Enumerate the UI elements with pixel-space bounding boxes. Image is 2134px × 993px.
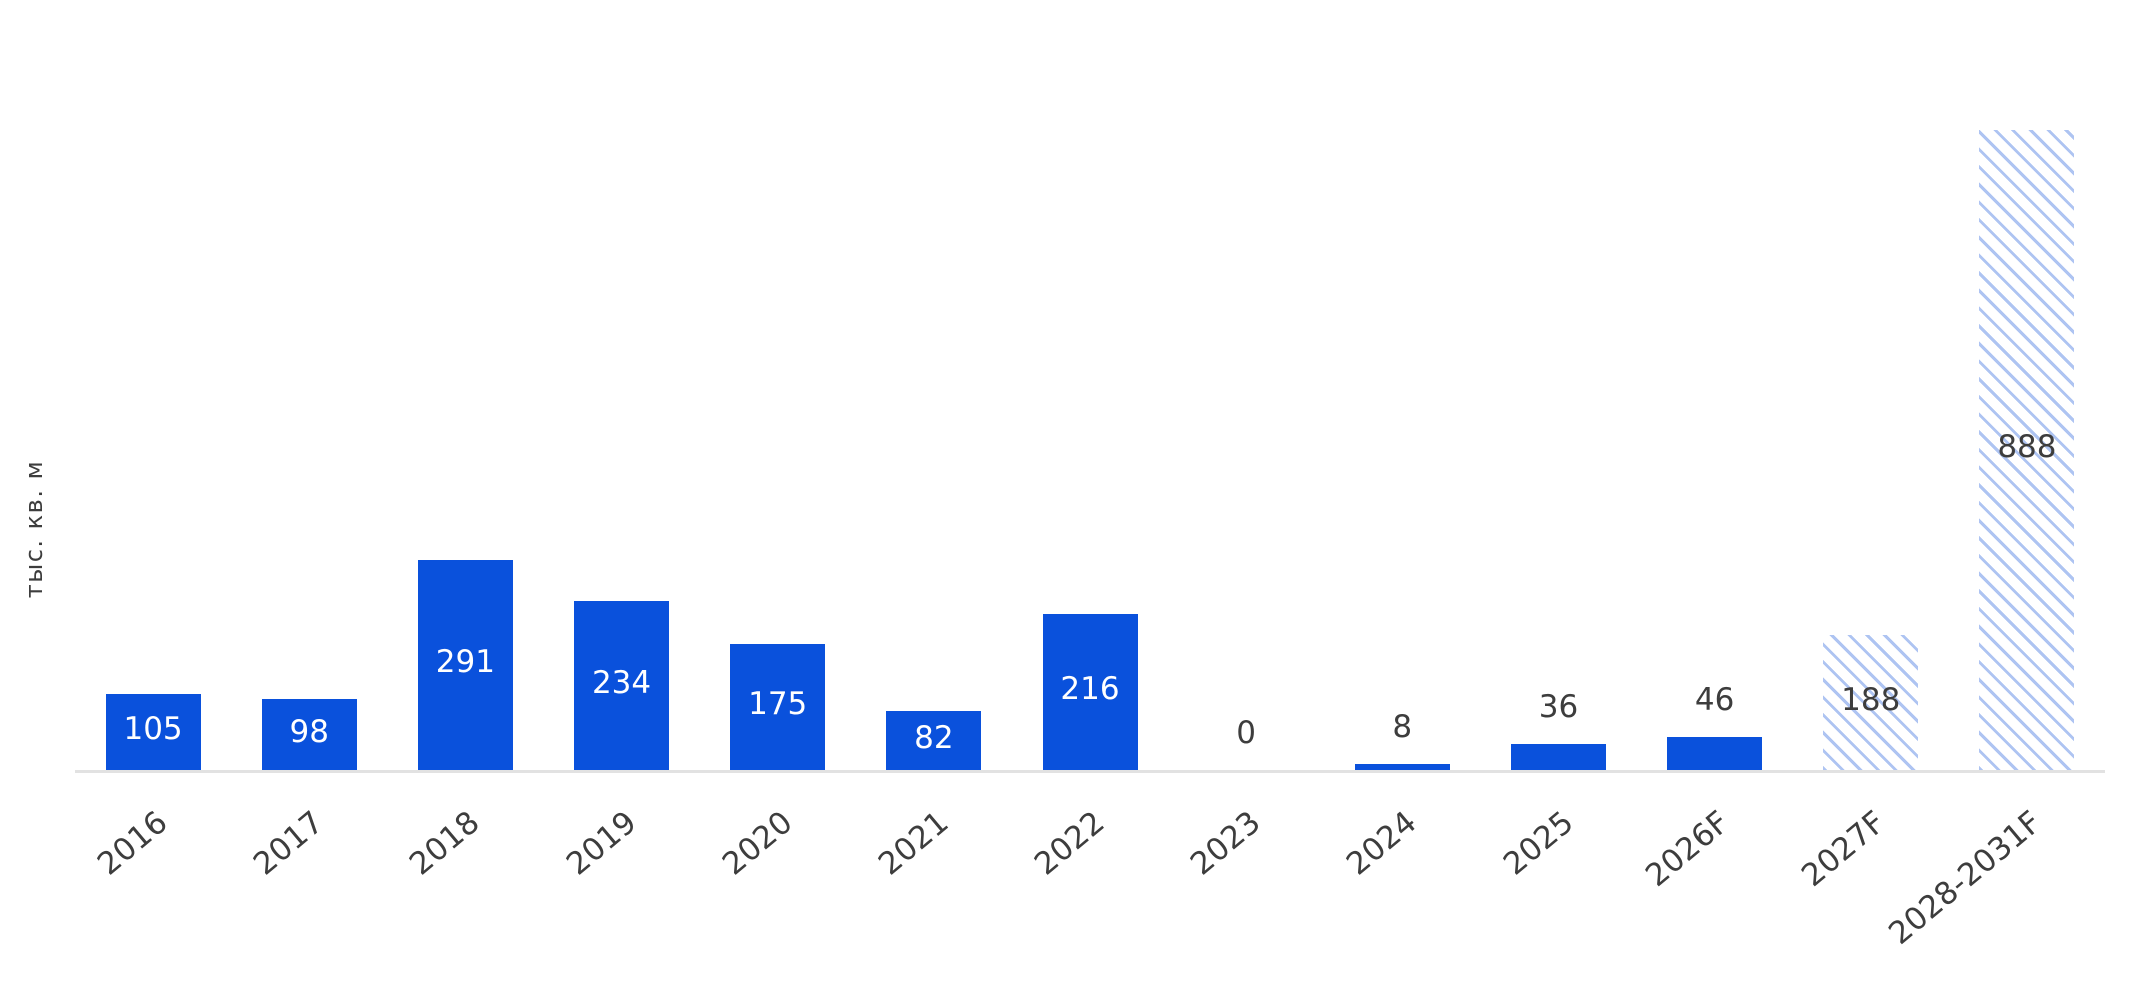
x-tick-label-2017: 2017 [247,804,331,883]
bar-value-label-2027F: 188 [1841,681,1901,718]
x-tick-label-2022: 2022 [1027,804,1112,883]
bar-2022 [1042,614,1138,770]
x-tick-label-2021: 2021 [871,804,956,883]
bar-2016 [105,694,201,770]
bar-value-label-2017: 98 [289,713,329,750]
bar-value-label-2021: 82 [914,719,954,756]
bar-value-label-2023: 0 [1236,715,1257,751]
bar-value-label-2020: 175 [748,686,808,722]
x-tick-label-2020: 2020 [715,804,800,883]
x-tick-label-2024: 2024 [1340,804,1424,883]
x-axis-line [75,770,2105,773]
bar-value-label-2024: 8 [1392,709,1413,745]
bar-value-label-2016: 105 [123,711,183,747]
x-tick-label-2028-2031F: 2028-2031F [1882,804,2049,952]
x-tick-label-2016: 2016 [91,804,175,883]
bar-2024 [1354,764,1450,770]
x-tick-label-2023: 2023 [1184,804,1268,883]
y-axis-label: тыс. кв. м [20,459,48,599]
x-tick-label-2019: 2019 [559,804,644,883]
x-tick-label-2025: 2025 [1496,804,1581,883]
bar-2017 [261,699,357,770]
bar-value-label-2026F: 46 [1694,682,1735,718]
bar-2027F [1823,635,1919,770]
bar-2028-2031F [1979,130,2075,770]
bar-2026F [1667,737,1763,770]
bar-value-label-2022: 216 [1060,671,1120,707]
bar-value-label-2028-2031F: 888 [1997,429,2057,465]
bar-value-label-2025: 36 [1538,689,1579,725]
bar-2020 [730,644,826,770]
bar-2018 [417,560,513,770]
bar-value-label-2019: 234 [591,664,652,701]
x-tick-label-2026F: 2026F [1638,804,1737,894]
bar-2019 [574,601,670,770]
bar-value-label-2018: 291 [435,644,495,680]
x-tick-label-2027F: 2027F [1795,804,1893,894]
bar-2021 [886,711,982,770]
x-tick-label-2018: 2018 [403,804,487,883]
bar-2025 [1510,744,1606,770]
plot-area: 105 98 291 234 175 82 216 0 8 36 46 188 888 2016 2017… [75,0,2105,993]
